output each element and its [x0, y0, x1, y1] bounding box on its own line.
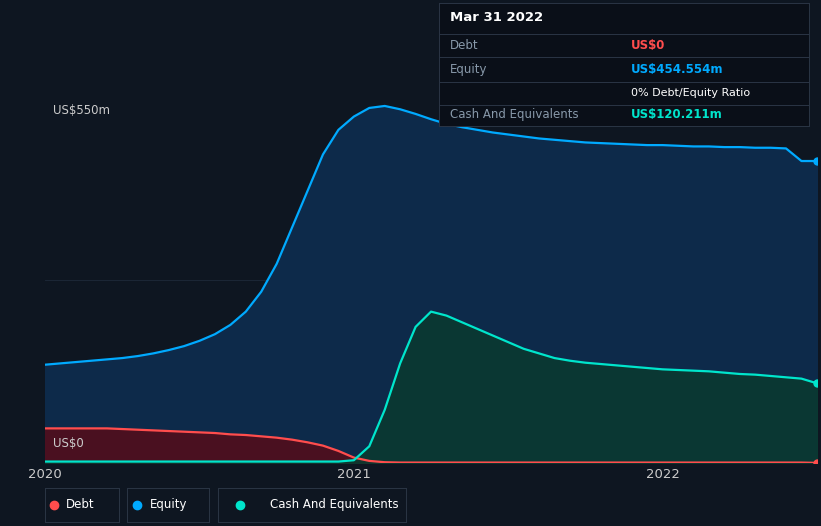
Text: US$120.211m: US$120.211m — [631, 108, 723, 121]
Text: Cash And Equivalents: Cash And Equivalents — [270, 499, 399, 511]
Text: Debt: Debt — [66, 499, 94, 511]
Text: Cash And Equivalents: Cash And Equivalents — [451, 108, 579, 121]
Text: US$550m: US$550m — [53, 104, 110, 117]
Text: US$454.554m: US$454.554m — [631, 63, 724, 76]
Text: Mar 31 2022: Mar 31 2022 — [451, 11, 544, 24]
Text: US$0: US$0 — [631, 39, 666, 52]
Text: 0% Debt/Equity Ratio: 0% Debt/Equity Ratio — [631, 88, 750, 98]
Text: Equity: Equity — [150, 499, 188, 511]
Text: US$0: US$0 — [53, 437, 84, 450]
Text: Equity: Equity — [451, 63, 488, 76]
Text: Debt: Debt — [451, 39, 479, 52]
